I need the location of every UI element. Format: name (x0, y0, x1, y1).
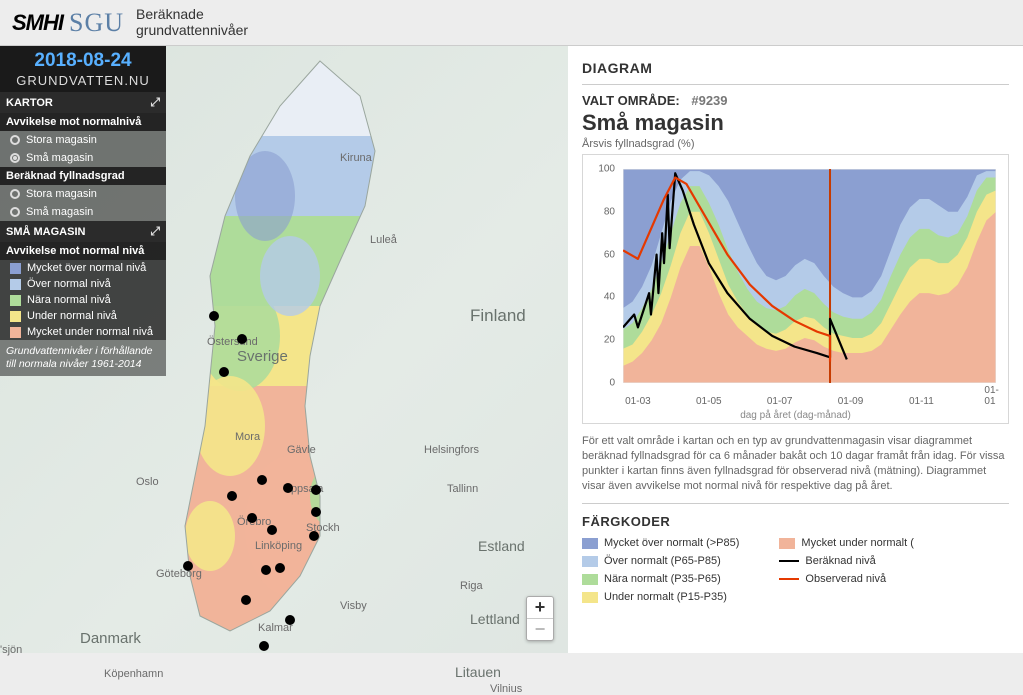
diagram-description: För ett valt område i kartan och en typ … (582, 434, 1009, 504)
x-tick: 01-11 (909, 396, 934, 407)
magasin-title: Små magasin (582, 110, 1009, 136)
expand-icon: ⤢ (150, 224, 160, 239)
fargkod-row: Mycket över normalt (>P85) (582, 537, 739, 549)
y-tick: 100 (585, 164, 615, 175)
map-marker[interactable] (183, 561, 193, 571)
app-title: Beräknade grundvattennivåer (136, 7, 248, 38)
radio-stora-magasin-avvikelse[interactable]: Stora magasin (0, 131, 166, 149)
map-marker[interactable] (283, 483, 293, 493)
chart-x-label: dag på året (dag-månad) (583, 410, 1008, 421)
map-marker[interactable] (227, 491, 237, 501)
legend-row: Över normal nivå (0, 276, 166, 292)
map-marker[interactable] (259, 641, 269, 651)
map-marker[interactable] (311, 507, 321, 517)
fargkod-row: Mycket under normalt ( (779, 537, 913, 549)
sidebar-date: 2018-08-24 (0, 46, 166, 73)
sidebar-subtitle: GRUNDVATTEN.NU (0, 73, 166, 92)
diagram-heading: DIAGRAM (582, 54, 1009, 85)
map-marker[interactable] (275, 563, 285, 573)
x-tick: 01-07 (767, 396, 793, 407)
chart-svg (623, 169, 996, 383)
fargkod-row: Under normalt (P15-P35) (582, 591, 739, 603)
y-tick: 0 (585, 378, 615, 389)
fargkod-row: Beräknad nivå (779, 555, 913, 567)
fargkoder-legend: Mycket över normalt (>P85) Över normalt (… (582, 537, 1009, 603)
x-tick: 01-03 (625, 396, 651, 407)
zoom-out-button[interactable]: − (527, 618, 553, 640)
radio-sma-magasin-avvikelse[interactable]: Små magasin (0, 149, 166, 167)
fargkod-row: Observerad nivå (779, 573, 913, 585)
app-header: SMHI SGU Beräknade grundvattennivåer (0, 0, 1023, 46)
map-marker[interactable] (267, 525, 277, 535)
x-tick: 01-09 (838, 396, 864, 407)
legend-row: Under normal nivå (0, 308, 166, 324)
sidebar-note: Grundvattennivåer i förhållande till nor… (0, 340, 166, 376)
magasin-subtitle: Årsvis fyllnadsgrad (%) (582, 138, 1009, 150)
map-marker[interactable] (261, 565, 271, 575)
map-marker[interactable] (237, 334, 247, 344)
sidebar-section-sma[interactable]: SMÅ MAGASIN ⤢ (0, 221, 166, 242)
map-marker[interactable] (247, 513, 257, 523)
map-marker[interactable] (241, 595, 251, 605)
map-overlay (170, 56, 410, 646)
zoom-in-button[interactable]: + (527, 597, 553, 618)
country-label: Litauen (455, 664, 501, 680)
fargkoder-heading: FÄRGKODER (582, 514, 1009, 529)
city-label: Köpenhamn (104, 668, 163, 680)
x-tick: 01-01 (984, 385, 1000, 407)
sidebar-section-kartor[interactable]: KARTOR ⤢ (0, 92, 166, 113)
sidebar-subhead-fyllnad: Beräknad fyllnadsgrad (0, 167, 166, 185)
y-tick: 80 (585, 206, 615, 217)
map-panel[interactable]: FinlandEstlandLettlandLitauenDanmarkSver… (0, 46, 568, 653)
logo-sgu: SGU (69, 8, 124, 38)
legend-row: Mycket under normal nivå (0, 324, 166, 340)
radio-stora-magasin-fyllnad[interactable]: Stora magasin (0, 185, 166, 203)
map-marker[interactable] (257, 475, 267, 485)
legend-row: Nära normal nivå (0, 292, 166, 308)
expand-icon: ⤢ (150, 95, 160, 110)
fargkod-row: Över normalt (P65-P85) (582, 555, 739, 567)
chart: 0 20 40 60 80 100 01-03 01-05 01-07 01-09 01-11 01… (582, 154, 1009, 424)
logo-smhi: SMHI (12, 10, 63, 36)
sidebar-legend-title: Avvikelse mot normal nivå (0, 242, 166, 260)
zoom-control: + − (526, 596, 554, 641)
map-sidebar: 2018-08-24 GRUNDVATTEN.NU KARTOR ⤢ Avvik… (0, 46, 166, 376)
map-marker[interactable] (309, 531, 319, 541)
map-marker[interactable] (311, 485, 321, 495)
map-marker[interactable] (219, 367, 229, 377)
map-marker[interactable] (209, 311, 219, 321)
y-tick: 20 (585, 335, 615, 346)
sidebar-subhead-avvikelse: Avvikelse mot normalnivå (0, 113, 166, 131)
diagram-panel: DIAGRAM VALT OMRÅDE: #9239 Små magasin Å… (568, 46, 1023, 653)
selected-area: VALT OMRÅDE: #9239 (582, 93, 1009, 108)
legend-row: Mycket över normal nivå (0, 260, 166, 276)
map-marker[interactable] (285, 615, 295, 625)
fargkod-row: Nära normalt (P35-P65) (582, 573, 739, 585)
y-tick: 40 (585, 292, 615, 303)
sidebar-legend: Mycket över normal nivåÖver normal nivåN… (0, 260, 166, 340)
radio-sma-magasin-fyllnad[interactable]: Små magasin (0, 203, 166, 221)
city-label: Vilnius (490, 683, 522, 695)
x-tick: 01-05 (696, 396, 722, 407)
y-tick: 60 (585, 249, 615, 260)
